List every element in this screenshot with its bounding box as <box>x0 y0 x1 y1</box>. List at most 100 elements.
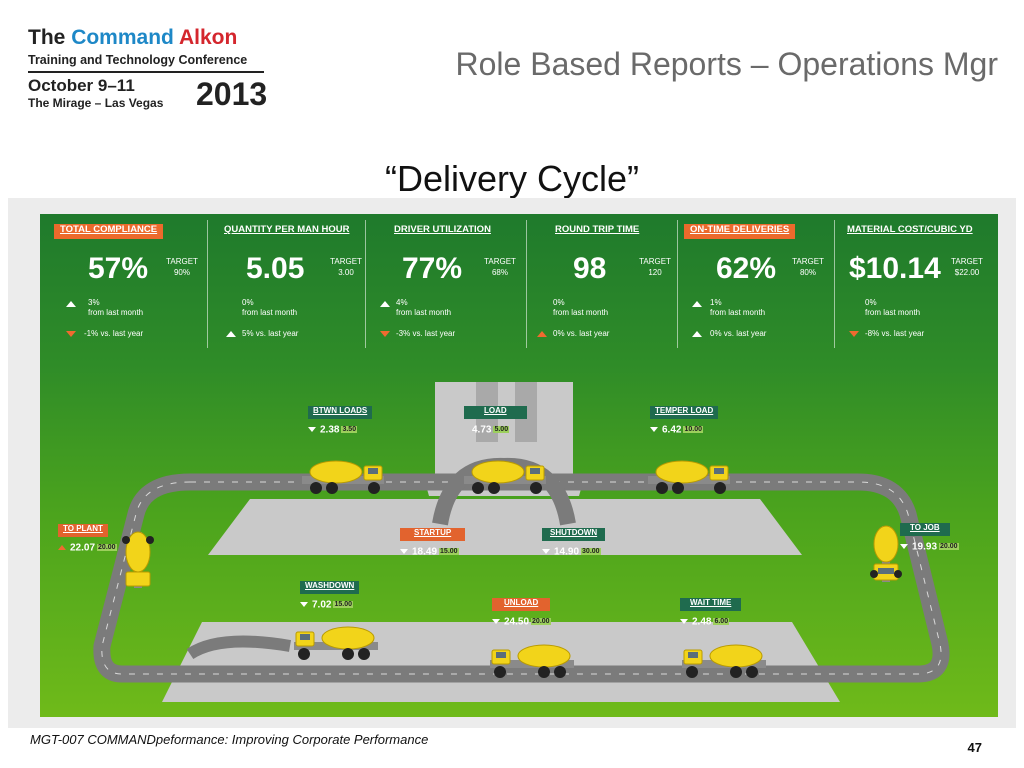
arrow-up-icon <box>66 301 76 307</box>
kpi-quantity-per-man-hour[interactable]: QUANTITY PER MAN HOUR 5.05 TARGET 3.00 0%… <box>208 214 365 354</box>
arrow-up-icon <box>58 545 66 551</box>
kpi-divider <box>207 220 208 348</box>
kpi-value: 98 <box>573 252 607 285</box>
stage-shutdown[interactable]: SHUTDOWN 14.90 30.00 <box>542 522 606 557</box>
kpi-target: TARGET 80% <box>792 257 824 277</box>
arrow-down-icon <box>66 331 76 337</box>
kpi-divider <box>677 220 678 348</box>
logo-rule <box>28 71 264 73</box>
kpi-year-change: -1% vs. last year <box>84 329 144 338</box>
stage-target: 20.00 <box>939 543 959 551</box>
stage-label[interactable]: TO PLANT <box>58 524 108 537</box>
kpi-value: 77% <box>402 252 463 285</box>
stage-value: 6.42 <box>662 424 682 436</box>
kpi-title[interactable]: MATERIAL COST/CUBIC YD <box>847 224 973 235</box>
mixer-truck-icon <box>464 460 546 494</box>
stage-startup[interactable]: STARTUP 18.49 15.00 <box>400 522 466 558</box>
stage-wait-time[interactable]: WAIT TIME 2.48 6.00 <box>680 592 742 627</box>
kpi-title[interactable]: DRIVER UTILIZATION <box>394 224 491 235</box>
mixer-truck-icon <box>648 460 730 494</box>
stage-to-plant[interactable]: TO PLANT 22.07 20.00 <box>58 518 117 553</box>
arrow-down-icon <box>400 549 408 555</box>
stage-label[interactable]: WASHDOWN <box>300 581 360 594</box>
kpi-year-change: 0% vs. last year <box>710 329 767 338</box>
stage-label[interactable]: WAIT TIME <box>680 598 742 611</box>
kpi-year-change: 0% vs. last year <box>553 329 610 338</box>
kpi-driver-utilization[interactable]: DRIVER UTILIZATION 77% TARGET 68% 4% from … <box>366 214 526 354</box>
logo-line-2: Training and Technology Conference <box>28 53 248 67</box>
stage-label[interactable]: SHUTDOWN <box>542 528 606 541</box>
stage-label[interactable]: TEMPER LOAD <box>650 406 719 419</box>
arrow-down-icon <box>680 619 688 625</box>
stage-load[interactable]: LOAD 4.73 5.00 <box>464 400 527 435</box>
kpi-month-change: 4% from last month <box>396 298 452 317</box>
mixer-truck-icon <box>294 626 378 660</box>
kpi-title[interactable]: QUANTITY PER MAN HOUR <box>224 224 350 235</box>
stage-label[interactable]: LOAD <box>464 406 527 419</box>
arrow-down-icon <box>650 427 658 433</box>
stage-to-job[interactable]: TO JOB 19.93 20.00 <box>900 517 959 552</box>
arrow-up-icon <box>692 331 702 337</box>
upper-pad <box>208 499 802 555</box>
kpi-target: TARGET 3.00 <box>330 257 362 277</box>
slide-footer: MGT-007 COMMANDpeformance: Improving Cor… <box>30 732 429 747</box>
stage-label[interactable]: TO JOB <box>900 523 950 536</box>
arrow-down-icon <box>542 549 550 555</box>
stage-target: 5.00 <box>493 426 510 434</box>
arrow-down-icon <box>492 619 500 625</box>
stage-target: 6.00 <box>713 618 730 626</box>
kpi-year-change: 5% vs. last year <box>242 329 299 338</box>
mixer-truck-icon <box>490 644 574 678</box>
kpi-title[interactable]: TOTAL COMPLIANCE <box>54 224 164 239</box>
stage-value: 2.38 <box>320 424 340 436</box>
kpi-title[interactable]: ROUND TRIP TIME <box>555 224 640 235</box>
mixer-truck-icon <box>122 531 154 588</box>
stage-target: 15.00 <box>333 601 353 609</box>
kpi-month-change: 0% from last month <box>553 298 609 317</box>
kpi-year-change: -8% vs. last year <box>865 329 925 338</box>
kpi-value: $10.14 <box>849 252 941 285</box>
slide-title: Role Based Reports – Operations Mgr <box>455 46 998 82</box>
mixer-truck-icon <box>682 644 766 678</box>
mixer-truck-icon <box>870 525 902 582</box>
washout-road <box>186 635 292 660</box>
stage-label[interactable]: UNLOAD <box>492 598 551 611</box>
arrow-down-icon <box>308 427 316 433</box>
kpi-value: 57% <box>88 252 149 285</box>
kpi-on-time-deliveries[interactable]: ON-TIME DELIVERIES 62% TARGET 80% 1% from … <box>678 214 834 354</box>
logo-word-the: The <box>28 26 66 49</box>
kpi-total-compliance[interactable]: TOTAL COMPLIANCE 57% TARGET 90% 3% from la… <box>40 214 205 354</box>
stage-target: 30.00 <box>581 548 601 556</box>
stage-label[interactable]: BTWN LOADS <box>308 406 373 419</box>
stage-washdown[interactable]: WASHDOWN 7.02 15.00 <box>300 575 360 610</box>
conference-logo: The Command Alkon Training and Technolog… <box>28 26 288 116</box>
arrow-down-icon <box>900 544 908 550</box>
logo-venue: The Mirage – Las Vegas <box>28 96 164 110</box>
stage-unload[interactable]: UNLOAD 24.50 20.00 <box>492 592 551 627</box>
arrow-down-icon <box>380 331 390 337</box>
kpi-month-change: 3% from last month <box>88 298 144 317</box>
arrow-down-icon <box>300 602 308 608</box>
stage-label[interactable]: STARTUP <box>400 528 466 541</box>
kpi-divider <box>834 220 835 348</box>
slide-subtitle: “Delivery Cycle” <box>384 158 640 199</box>
stage-target: 3.50 <box>341 426 358 434</box>
kpi-value: 62% <box>716 252 777 285</box>
kpi-title[interactable]: ON-TIME DELIVERIES <box>684 224 796 239</box>
logo-word-command: Command <box>71 26 174 49</box>
stage-value: 4.73 <box>472 424 492 436</box>
stage-btwn-loads[interactable]: BTWN LOADS 2.38 3.50 <box>308 400 373 436</box>
stage-target: 10.00 <box>683 426 703 434</box>
kpi-divider <box>365 220 366 348</box>
stage-value: 24.50 <box>504 616 530 628</box>
page-number: 47 <box>967 740 982 755</box>
kpi-material-cost[interactable]: MATERIAL COST/CUBIC YD $10.14 TARGET $22.… <box>835 214 998 354</box>
road-centerline <box>101 481 942 675</box>
logo-dates: October 9–11 <box>28 76 135 95</box>
kpi-round-trip-time[interactable]: ROUND TRIP TIME 98 TARGET 120 0% from last… <box>527 214 677 354</box>
kpi-target: TARGET 90% <box>166 257 198 277</box>
stage-temper-load[interactable]: TEMPER LOAD 6.42 10.00 <box>650 400 719 436</box>
kpi-target: TARGET $22.00 <box>951 257 983 277</box>
arrow-up-icon <box>537 331 547 337</box>
stage-value: 18.49 <box>412 546 438 558</box>
